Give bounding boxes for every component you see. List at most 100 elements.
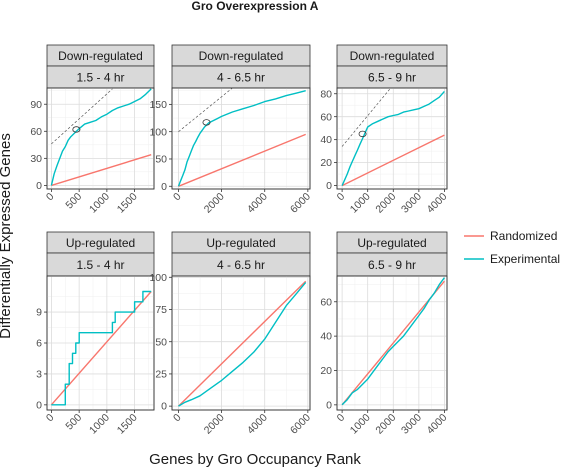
strip-label-direction: Up-regulated [66,236,135,250]
x-tick-label: 0 [335,191,348,204]
strip-label-time: 4 - 6.5 hr [217,71,265,85]
strip-label-direction: Down-regulated [58,49,143,63]
reference-line [51,88,113,145]
x-axis-title: Genes by Gro Occupancy Rank [149,451,361,468]
series-line-experimental [51,290,152,406]
y-tick-label: 50 [155,154,167,166]
y-tick-label: 25 [155,369,167,381]
y-tick-label: 60 [320,296,332,308]
y-tick-label: 9 [36,307,42,319]
panel-border [46,87,155,190]
data-layer [178,280,307,407]
strip-label-direction: Down-regulated [350,49,435,63]
series-line-experimental [341,277,445,406]
x-tick-label: 500 [63,191,84,212]
series-line-experimental [50,88,152,186]
inflection-marker [358,130,367,138]
legend: Randomized Experimental [464,229,560,266]
y-tick-label: 100 [149,126,167,138]
y-tick-label: 90 [30,99,42,111]
panel-border [171,87,311,190]
y-tick-label: 0 [161,401,167,413]
x-tick-label: 1000 [348,412,373,437]
y-tick-label: 0 [161,181,167,193]
series-line-randomized [178,133,306,187]
inflection-marker [72,126,81,133]
x-tick-label: 0 [44,191,57,204]
data-layer [341,277,445,406]
reference-line [341,88,391,147]
y-tick-label: 3 [36,369,42,381]
x-tick-label: 2000 [202,191,227,216]
x-tick-label: 0 [335,412,348,425]
legend-label-experimental: Experimental [490,252,560,266]
y-tick-label: 20 [320,365,332,377]
y-tick-label: 0 [36,180,42,192]
y-tick-label: 30 [30,153,42,165]
x-tick-label: 3000 [399,412,424,437]
facet-panel: Up-regulated 1.5 - 4 hr 0 500 1000 1500 0 3 6 9 [36,231,155,437]
series-line-randomized [51,154,152,187]
strip-label-direction: Up-regulated [357,236,426,250]
panel-border [336,275,448,411]
x-tick-label: 3000 [399,191,424,216]
x-tick-label: 4000 [245,191,270,216]
series-line-experimental [178,281,307,407]
y-tick-label: 40 [320,331,332,343]
chart-title: Gro Overexpression A [192,0,319,13]
strip-label-direction: Down-regulated [199,49,284,63]
x-tick-label: 1000 [348,191,373,216]
y-tick-label: 80 [320,88,332,100]
series-line-experimental [341,90,445,186]
x-tick-label: 500 [63,412,84,433]
strip-label-direction: Up-regulated [206,236,275,250]
inflection-marker [202,119,211,126]
plot-area [336,275,448,411]
data-layer [341,88,445,187]
plot-area [46,87,155,190]
x-tick-label: 6000 [288,412,313,437]
plot-area [171,275,311,411]
strip-label-time: 6.5 - 9 hr [368,258,416,272]
strip-label-time: 6.5 - 9 hr [368,71,416,85]
facet-panel: Up-regulated 4 - 6.5 hr 0 2000 4000 6000 0 25 50… [149,231,313,437]
y-tick-label: 150 [149,99,167,111]
x-tick-label: 1000 [87,412,112,437]
y-tick-label: 0 [326,180,332,192]
series-line-randomized [178,280,307,407]
x-tick-label: 4000 [425,191,450,216]
panel-border [46,275,155,411]
data-layer [177,88,306,187]
y-tick-label: 100 [149,272,167,284]
facet-panel: Down-regulated 1.5 - 4 hr 0 500 1000 1500 0 30 6… [30,44,155,216]
x-tick-label: 4000 [425,412,450,437]
x-tick-label: 0 [171,412,184,425]
x-tick-label: 1000 [87,191,112,216]
y-tick-label: 75 [155,304,167,316]
y-tick-label: 50 [155,336,167,348]
panel-border [171,275,311,411]
y-tick-label: 0 [36,399,42,411]
strip-label-time: 1.5 - 4 hr [76,258,124,272]
y-tick-label: 40 [320,134,332,146]
x-tick-label: 4000 [245,412,270,437]
x-tick-label: 1500 [115,412,140,437]
series-line-randomized [341,134,445,187]
y-tick-label: 60 [30,126,42,138]
x-tick-label: 2000 [373,412,398,437]
x-tick-label: 0 [171,191,184,204]
plot-area [171,87,311,190]
x-tick-label: 0 [44,412,57,425]
strip-label-time: 1.5 - 4 hr [76,71,124,85]
x-tick-label: 6000 [288,191,313,216]
y-tick-label: 6 [36,338,42,350]
y-tick-label: 60 [320,111,332,123]
y-tick-label: 20 [320,157,332,169]
data-layer [50,88,152,187]
x-tick-label: 1500 [115,191,140,216]
y-axis-title: Differentially Expressed Genes [0,133,14,339]
facet-panel: Down-regulated 4 - 6.5 hr 0 2000 4000 6000 0 50… [149,44,313,216]
